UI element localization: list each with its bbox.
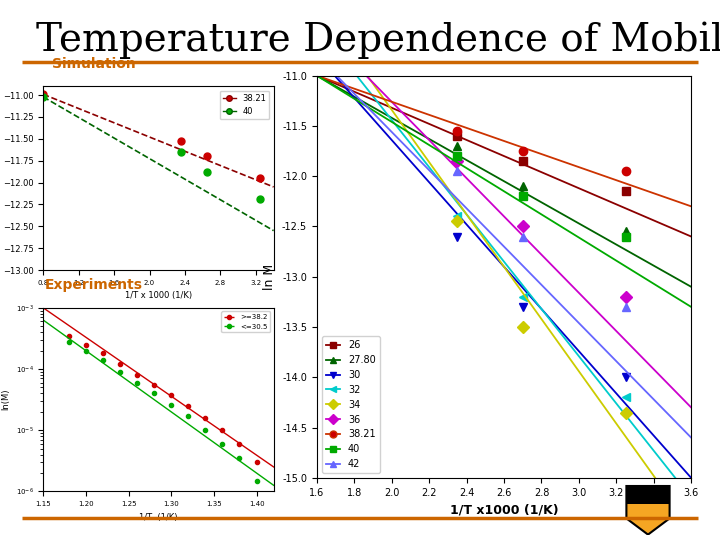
Text: Temperature Dependence of Mobility: Temperature Dependence of Mobility — [36, 22, 720, 59]
Y-axis label: ln(M): ln(M) — [1, 389, 10, 410]
X-axis label: 1/T  (1/K): 1/T (1/K) — [139, 512, 178, 522]
Y-axis label: ln M: ln M — [264, 264, 276, 290]
Text: Experiments: Experiments — [45, 278, 143, 292]
X-axis label: 1/T x1000 (1/K): 1/T x1000 (1/K) — [450, 503, 558, 516]
Polygon shape — [626, 486, 670, 504]
Text: Simulation: Simulation — [52, 57, 135, 71]
Legend: 26, 27.80, 30, 32, 34, 36, 38.21, 40, 42: 26, 27.80, 30, 32, 34, 36, 38.21, 40, 42 — [322, 336, 379, 473]
Legend: 38.21, 40: 38.21, 40 — [220, 91, 269, 119]
Polygon shape — [626, 486, 670, 535]
X-axis label: 1/T x 1000 (1/K): 1/T x 1000 (1/K) — [125, 291, 192, 300]
Legend: >=38.2, <=30.5: >=38.2, <=30.5 — [221, 311, 270, 332]
